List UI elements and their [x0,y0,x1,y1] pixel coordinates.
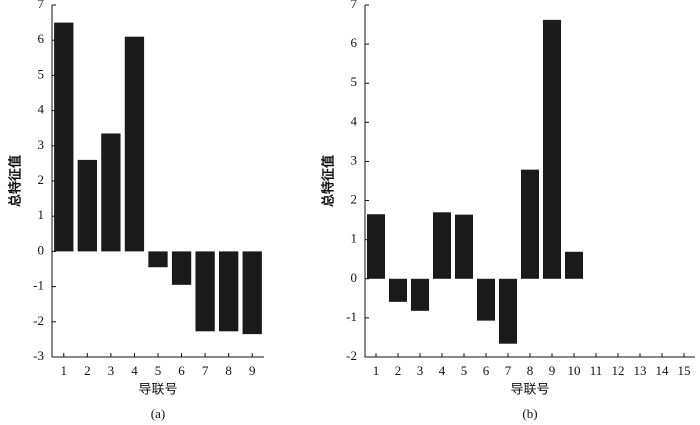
y-tick-label: 0 [351,270,358,285]
bar [542,19,562,279]
x-tick-label: 15 [678,363,691,378]
bar [476,278,496,321]
bar [498,278,518,344]
bar [77,159,97,252]
y-tick-label: 6 [38,31,45,46]
y-tick-label: 4 [351,113,358,128]
bar [520,169,540,279]
y-tick-label: 6 [351,35,358,50]
y-axis-label: 总特征值 [321,155,337,207]
x-tick-label: 14 [656,363,670,378]
x-tick-label: 1 [373,363,380,378]
bar [54,22,74,252]
bar [454,214,474,279]
x-axis-label: 导联号 [510,383,549,398]
y-tick-label: 1 [351,231,358,246]
x-tick-label: 6 [483,363,490,378]
x-tick-label: 4 [439,363,446,378]
y-tick-label: -1 [346,309,357,324]
x-tick-label: 7 [202,363,209,378]
y-tick-label: 5 [351,74,358,89]
x-axis-label: 导联号 [138,383,177,398]
y-tick-label: 3 [351,152,358,167]
bar [124,36,145,252]
y-tick-label: 2 [351,192,358,207]
x-tick-label: 3 [417,363,424,378]
y-tick-label: 1 [38,207,45,222]
x-tick-label: 2 [395,363,402,378]
x-tick-label: 2 [84,363,91,378]
x-tick-label: 8 [225,363,232,378]
x-tick-label: 8 [527,363,534,378]
y-axis-label: 总特征值 [8,155,24,207]
y-tick-label: -3 [33,348,44,363]
x-tick-label: 4 [131,363,138,378]
y-tick-label: 2 [38,172,45,187]
x-tick-label: 10 [568,363,581,378]
x-tick-label: 5 [155,363,162,378]
bar [410,278,430,311]
x-tick-label: 5 [461,363,468,378]
x-tick-label: 12 [612,363,625,378]
y-tick-label: 5 [38,66,45,81]
bar [148,251,168,268]
y-tick-label: -1 [33,278,44,293]
x-tick-label: 11 [590,363,603,378]
bar [219,251,239,332]
y-tick-label: 4 [38,102,45,117]
bar [195,251,215,332]
x-tick-label: 9 [249,363,256,378]
y-tick-label: 3 [38,137,45,152]
bar [171,251,192,285]
bar [388,278,408,302]
y-tick-label: -2 [33,313,44,328]
x-tick-label: 9 [549,363,556,378]
bar [242,251,262,335]
x-tick-label: 6 [178,363,185,378]
y-tick-label: 7 [351,0,358,11]
y-tick-label: -2 [346,348,357,363]
caption: (b) [522,406,537,421]
x-tick-label: 7 [505,363,512,378]
x-tick-label: 13 [634,363,647,378]
bar [366,214,386,279]
bar [101,133,121,252]
x-tick-label: 3 [108,363,115,378]
bar [432,212,452,279]
x-tick-label: 1 [61,363,68,378]
y-tick-label: 7 [38,0,45,11]
caption: (a) [151,406,165,421]
y-tick-label: 0 [38,242,45,257]
bar [564,251,584,279]
